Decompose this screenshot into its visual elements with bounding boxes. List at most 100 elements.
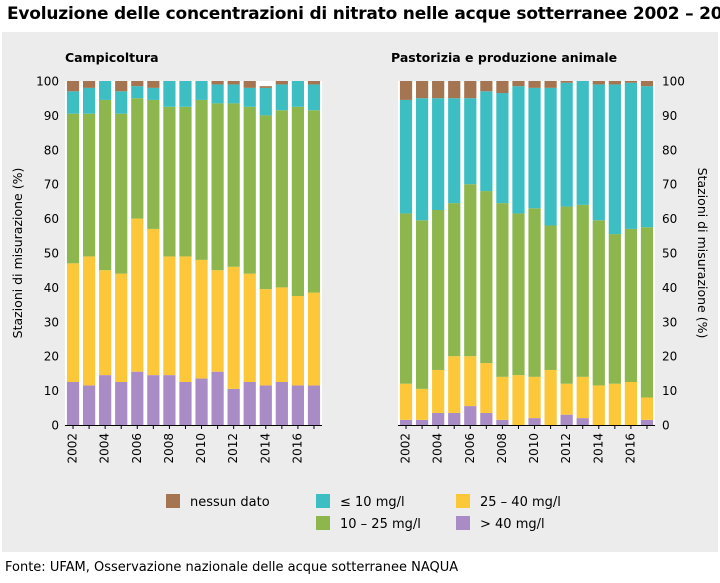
bar-segment-le10-2014 xyxy=(259,87,272,116)
bar-segment-nessun-dato-2006 xyxy=(464,81,477,99)
bar-segment-25-40-2006 xyxy=(464,356,477,407)
bar-segment-10-25-2011 xyxy=(544,225,557,370)
bar-segment-gt40-2004 xyxy=(432,412,445,425)
bar-segment-le10-2017 xyxy=(307,84,321,111)
bar-segment-gt40-2016 xyxy=(291,385,305,425)
bar-segment-10-25-2005 xyxy=(448,203,461,357)
bar-segment-le10-2002 xyxy=(399,99,413,214)
y-axis-label-2: Stazioni di misurazione (%) xyxy=(695,168,710,339)
x-tick-label: 2016 xyxy=(290,433,304,464)
bar-segment-gt40-2005 xyxy=(115,382,128,425)
x-tick-label: 2002 xyxy=(399,433,413,464)
bar-segment-gt40-2006 xyxy=(131,371,144,425)
bar-segment-le10-2008 xyxy=(163,81,176,107)
bar-segment-10-25-2002 xyxy=(66,113,80,264)
bar-segment-nessun-dato-2007 xyxy=(147,81,160,88)
bar-segment-10-25-2003 xyxy=(415,220,429,389)
x-tick-label: 2010 xyxy=(194,433,208,464)
legend-label: ≤ 10 mg/l xyxy=(340,495,405,510)
bar-segment-25-40-2015 xyxy=(275,287,288,382)
bar-segment-25-40-2009 xyxy=(512,375,525,425)
bar-segment-le10-2010 xyxy=(195,81,208,100)
bar-segment-10-25-2009 xyxy=(512,213,525,376)
x-tick-label: 2016 xyxy=(623,433,637,464)
bar-segment-gt40-2007 xyxy=(480,412,493,425)
bar-segment-10-25-2015 xyxy=(608,234,621,384)
bar-segment-gt40-2014 xyxy=(259,385,272,425)
y-tick-label: 80 xyxy=(44,143,59,157)
x-tick-label: 2004 xyxy=(431,433,445,464)
bar-segment-nessun-dato-2015 xyxy=(608,81,621,85)
bar-segment-le10-2004 xyxy=(99,81,112,100)
bar-segment-gt40-2017 xyxy=(640,419,654,425)
x-tick-label: 2008 xyxy=(495,433,509,464)
bar-segment-le10-2009 xyxy=(512,86,525,214)
bar-segment-25-40-2013 xyxy=(243,273,256,382)
bar-segment-le10-2011 xyxy=(211,84,224,104)
legend-swatch-25-40 xyxy=(456,494,470,508)
bar-segment-gt40-2015 xyxy=(275,382,288,425)
bar-segment-nessun-dato-2014 xyxy=(592,81,605,85)
bar-segment-10-25-2015 xyxy=(275,110,288,288)
bar-segment-25-40-2006 xyxy=(131,218,144,372)
x-tick-label: 2004 xyxy=(98,433,112,464)
y-tick-label: 40 xyxy=(662,281,677,295)
bar-segment-le10-2010 xyxy=(528,87,541,209)
bar-segment-le10-2015 xyxy=(608,84,621,235)
bar-segment-25-40-2003 xyxy=(415,388,429,420)
bar-segment-gt40-2006 xyxy=(464,406,477,425)
bar-segment-25-40-2008 xyxy=(163,256,176,376)
bar-segment-25-40-2016 xyxy=(291,296,305,386)
y-tick-label: 100 xyxy=(36,75,59,89)
x-tick-label: 2012 xyxy=(226,433,240,464)
bar-segment-25-40-2013 xyxy=(576,376,589,419)
bar-segment-nessun-dato-2003 xyxy=(415,81,429,99)
bar-segment-nessun-dato-2010 xyxy=(528,81,541,88)
y-tick-label: 70 xyxy=(44,178,59,192)
bar-segment-gt40-2012 xyxy=(560,414,573,425)
panel-title-2: Pastorizia e produzione animale xyxy=(391,50,617,65)
bar-segment-25-40-2005 xyxy=(115,273,128,382)
chart-title: Evoluzione delle concentrazioni di nitra… xyxy=(7,4,720,24)
bar-segment-25-40-2014 xyxy=(259,289,272,386)
bar-segment-le10-2005 xyxy=(115,91,128,114)
bar-segment-nessun-dato-2011 xyxy=(544,81,557,88)
legend-swatch-gt40 xyxy=(456,516,470,530)
bar-segment-le10-2004 xyxy=(432,98,445,210)
bar-segment-10-25-2007 xyxy=(147,99,160,229)
bar-segment-nessun-dato-2014 xyxy=(259,86,272,88)
bar-segment-gt40-2010 xyxy=(195,378,208,425)
bar-segment-10-25-2010 xyxy=(528,208,541,377)
source-note: Fonte: UFAM, Osservazione nazionale dell… xyxy=(5,560,459,575)
y-tick-label: 90 xyxy=(44,109,59,123)
bar-segment-10-25-2014 xyxy=(592,220,605,386)
bar-segment-nessun-dato-2015 xyxy=(275,81,288,85)
bar-segment-25-40-2002 xyxy=(399,383,413,420)
bar-segment-gt40-2012 xyxy=(227,388,240,425)
bar-segment-10-25-2006 xyxy=(464,184,477,357)
bar-segment-nessun-dato-2007 xyxy=(480,81,493,92)
bar-segment-le10-2014 xyxy=(592,84,605,221)
bar-segment-gt40-2013 xyxy=(243,382,256,425)
bar-segment-gt40-2002 xyxy=(399,419,413,425)
bar-segment-10-25-2005 xyxy=(115,113,128,274)
bar-segment-nessun-dato-2004 xyxy=(432,81,445,99)
x-tick-label: 2014 xyxy=(258,433,272,464)
bar-segment-nessun-dato-2012 xyxy=(227,81,240,85)
bar-segment-10-25-2012 xyxy=(560,206,573,384)
bar-segment-le10-2007 xyxy=(147,87,160,100)
bar-segment-nessun-dato-2002 xyxy=(399,81,413,100)
legend-label: 10 – 25 mg/l xyxy=(340,517,421,532)
x-tick-label: 2014 xyxy=(591,433,605,464)
x-tick-label: 2006 xyxy=(463,433,477,464)
y-axis-label-1: Stazioni di misurazione (%) xyxy=(10,168,25,339)
bar-segment-25-40-2011 xyxy=(211,270,224,372)
legend-label: nessun dato xyxy=(190,495,270,510)
bar-segment-25-40-2005 xyxy=(448,356,461,413)
bar-segment-25-40-2002 xyxy=(66,263,80,382)
bar-segment-25-40-2012 xyxy=(560,383,573,415)
bar-segment-gt40-2010 xyxy=(528,418,541,425)
bar-segment-25-40-2007 xyxy=(480,363,493,413)
bar-segment-le10-2005 xyxy=(448,98,461,204)
y-tick-label: 0 xyxy=(662,419,670,433)
